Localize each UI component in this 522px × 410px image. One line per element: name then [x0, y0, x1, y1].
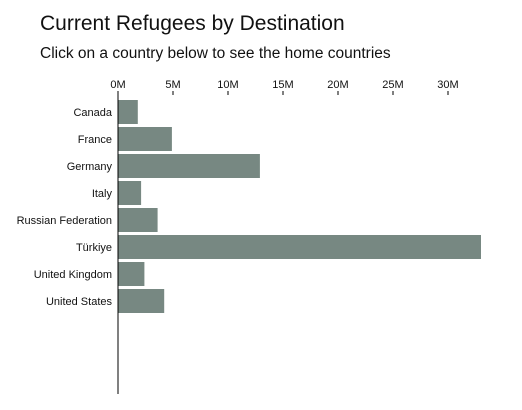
bar-united-states[interactable] — [118, 289, 165, 313]
x-tick-label: 15M — [272, 79, 293, 91]
bars[interactable] — [118, 100, 481, 313]
x-tick-label: 20M — [327, 79, 348, 91]
bar-united-kingdom[interactable] — [118, 262, 145, 286]
x-axis: 0M 5M 10M 15M 20M 25M 30M — [110, 79, 459, 95]
bar-canada[interactable] — [118, 100, 138, 124]
category-label[interactable]: Italy — [92, 188, 113, 200]
category-label[interactable]: United Kingdom — [34, 269, 112, 281]
bar-russian-federation[interactable] — [118, 208, 158, 232]
category-label[interactable]: Canada — [73, 107, 112, 119]
bar-italy[interactable] — [118, 181, 142, 205]
bar-t-rkiye[interactable] — [118, 235, 481, 259]
category-label[interactable]: Türkiye — [76, 242, 112, 254]
y-axis-labels: Canada France Germany Italy Russian Federati… — [17, 107, 113, 308]
category-label[interactable]: France — [78, 134, 112, 146]
category-label[interactable]: Russian Federation — [17, 215, 112, 227]
chart-title: Current Refugees by Destination — [40, 12, 345, 35]
x-tick-label: 25M — [382, 79, 403, 91]
x-tick-label: 0M — [110, 79, 125, 91]
x-tick-label: 10M — [217, 79, 238, 91]
x-tick-label: 30M — [437, 79, 458, 91]
x-tick-label: 5M — [165, 79, 180, 91]
category-label[interactable]: United States — [46, 296, 113, 308]
bar-germany[interactable] — [118, 154, 260, 178]
bar-france[interactable] — [118, 127, 172, 151]
category-label[interactable]: Germany — [67, 161, 113, 173]
chart-subtitle: Click on a country below to see the home… — [40, 45, 391, 62]
